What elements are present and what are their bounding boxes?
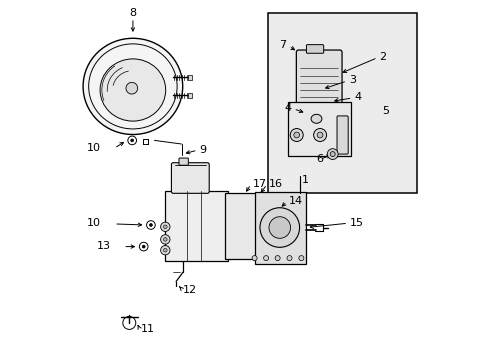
Circle shape <box>260 208 299 247</box>
Bar <box>165 191 228 261</box>
Text: 17: 17 <box>252 179 266 189</box>
Text: 14: 14 <box>288 195 302 206</box>
Ellipse shape <box>310 114 321 123</box>
Circle shape <box>163 248 167 252</box>
Circle shape <box>160 246 170 255</box>
Text: 11: 11 <box>141 324 155 334</box>
Bar <box>187 93 192 98</box>
Circle shape <box>298 256 303 261</box>
Text: 4: 4 <box>354 92 361 102</box>
Circle shape <box>286 256 291 261</box>
Bar <box>255 192 305 264</box>
FancyBboxPatch shape <box>179 158 188 165</box>
Text: 1: 1 <box>301 175 308 185</box>
FancyBboxPatch shape <box>171 163 209 193</box>
Circle shape <box>329 152 335 157</box>
Circle shape <box>313 129 326 141</box>
FancyBboxPatch shape <box>336 116 347 154</box>
Circle shape <box>163 225 167 229</box>
Text: 2: 2 <box>379 51 386 62</box>
Text: 12: 12 <box>183 285 197 295</box>
Circle shape <box>275 256 280 261</box>
Circle shape <box>160 222 170 231</box>
Text: 7: 7 <box>279 40 285 50</box>
Text: 6: 6 <box>315 154 322 164</box>
Circle shape <box>149 224 152 226</box>
Circle shape <box>317 132 322 138</box>
Circle shape <box>142 245 145 248</box>
Ellipse shape <box>83 38 183 135</box>
Text: 3: 3 <box>348 75 355 85</box>
Text: 13: 13 <box>97 241 111 251</box>
Text: 16: 16 <box>268 179 283 189</box>
Text: 4: 4 <box>284 103 291 113</box>
FancyBboxPatch shape <box>296 50 342 107</box>
Circle shape <box>293 132 299 138</box>
Text: 10: 10 <box>87 143 101 153</box>
Circle shape <box>263 256 268 261</box>
Circle shape <box>126 82 137 94</box>
FancyBboxPatch shape <box>306 45 323 53</box>
Circle shape <box>163 238 167 241</box>
Text: 9: 9 <box>199 145 206 155</box>
Circle shape <box>251 256 257 261</box>
Text: 15: 15 <box>349 218 363 228</box>
Bar <box>187 75 192 80</box>
Circle shape <box>289 129 303 141</box>
Circle shape <box>130 139 133 142</box>
Text: 5: 5 <box>381 106 388 116</box>
Circle shape <box>326 149 337 159</box>
Text: 8: 8 <box>129 8 136 18</box>
Circle shape <box>268 217 290 238</box>
Bar <box>287 102 350 156</box>
Bar <box>224 193 258 259</box>
Text: 10: 10 <box>87 218 101 228</box>
Circle shape <box>160 235 170 244</box>
Ellipse shape <box>100 59 165 121</box>
Bar <box>267 13 416 193</box>
